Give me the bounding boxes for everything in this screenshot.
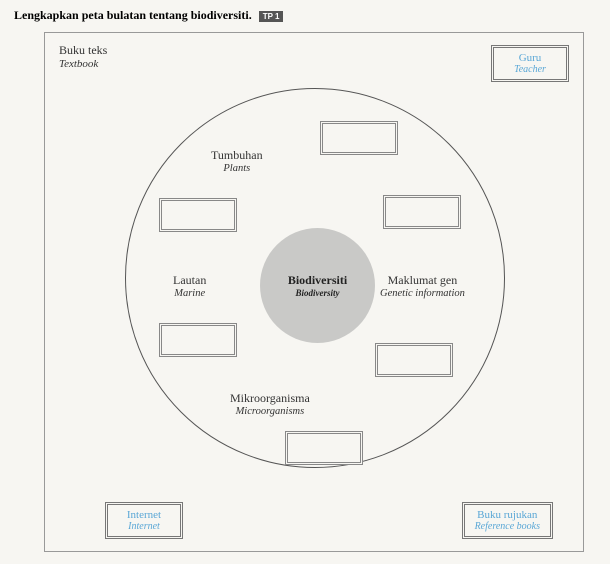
ring-plants: Tumbuhan Plants (211, 148, 263, 174)
corner-internet: Internet Internet (105, 502, 183, 539)
blank-box-6[interactable] (285, 431, 363, 465)
ring-plants-en: Plants (211, 163, 263, 174)
ring-micro-ms: Mikroorganisma (230, 391, 310, 406)
ring-genetic-ms: Maklumat gen (380, 273, 465, 288)
center-ms: Biodiversiti (288, 273, 347, 288)
corner-teacher-en: Teacher (504, 64, 556, 75)
ring-micro-en: Microorganisms (230, 406, 310, 417)
diagram-frame: Buku teks Textbook Guru Teacher Internet… (44, 32, 584, 552)
ring-micro: Mikroorganisma Microorganisms (230, 391, 310, 417)
instruction-label: Lengkapkan peta bulatan tentang biodiver… (14, 8, 252, 22)
ring-marine: Lautan Marine (173, 273, 206, 299)
corner-textbook-en: Textbook (59, 58, 137, 70)
instruction-text: Lengkapkan peta bulatan tentang biodiver… (14, 8, 283, 23)
corner-teacher: Guru Teacher (491, 45, 569, 82)
center-circle: Biodiversiti Biodiversity (260, 228, 375, 343)
corner-textbook: Buku teks Textbook (59, 43, 137, 70)
ring-genetic: Maklumat gen Genetic information (380, 273, 465, 299)
blank-box-1[interactable] (320, 121, 398, 155)
corner-referencebooks-ms: Buku rujukan (475, 509, 540, 521)
ring-marine-en: Marine (173, 288, 206, 299)
tp-badge: TP 1 (259, 11, 284, 22)
center-en: Biodiversity (296, 288, 340, 298)
corner-teacher-ms: Guru (504, 52, 556, 64)
blank-box-5[interactable] (375, 343, 453, 377)
ring-marine-ms: Lautan (173, 273, 206, 288)
corner-internet-ms: Internet (118, 509, 170, 521)
ring-genetic-en: Genetic information (380, 288, 465, 299)
blank-box-2[interactable] (159, 198, 237, 232)
corner-internet-en: Internet (118, 521, 170, 532)
blank-box-4[interactable] (159, 323, 237, 357)
corner-referencebooks-en: Reference books (475, 521, 540, 532)
corner-referencebooks: Buku rujukan Reference books (462, 502, 553, 539)
blank-box-3[interactable] (383, 195, 461, 229)
ring-plants-ms: Tumbuhan (211, 148, 263, 163)
corner-textbook-ms: Buku teks (59, 43, 137, 58)
